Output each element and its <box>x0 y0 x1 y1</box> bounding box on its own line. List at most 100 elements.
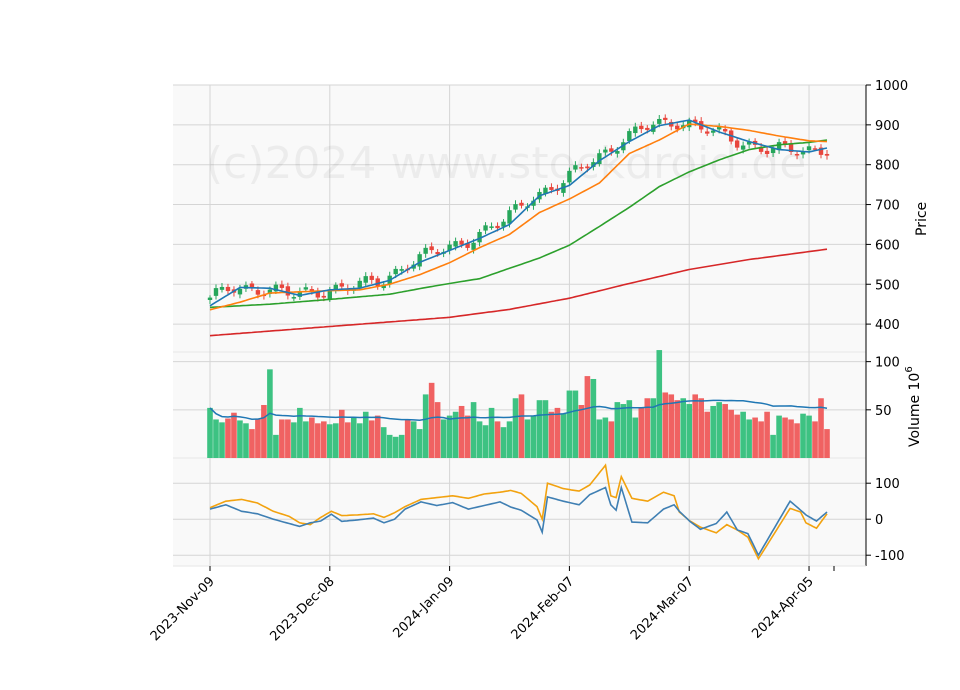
price-tick-label: 600 <box>875 238 900 253</box>
volume-bar <box>668 394 675 458</box>
ma4-line <box>209 248 828 337</box>
volume-bar <box>261 405 267 458</box>
volume-tick-label: 50 <box>875 404 892 419</box>
volume-bar <box>506 421 513 458</box>
volume-bar <box>327 424 333 458</box>
volume-bar <box>686 404 693 458</box>
candle-body <box>734 140 740 148</box>
watermark: (c)2024 www.stockdroid.de <box>206 138 806 189</box>
candle-body <box>447 244 452 251</box>
volume-bar <box>626 400 633 458</box>
candle-body <box>770 148 776 154</box>
x-tick-label: 2024-Mar-07 <box>628 574 697 643</box>
candle-body <box>225 286 231 292</box>
volume-bar <box>518 394 525 458</box>
indicator-panel-bg <box>173 458 866 566</box>
volume-bar <box>572 390 579 458</box>
candle-body <box>303 287 309 290</box>
ma3-line <box>209 139 828 309</box>
moving-average-lines <box>209 119 828 337</box>
candle-body <box>567 170 572 183</box>
volume-bar <box>213 419 219 458</box>
volume-bar <box>596 419 603 458</box>
volume-bar <box>764 411 770 458</box>
x-tick-label: 2024-Apr-05 <box>749 574 816 641</box>
volume-bar <box>680 398 687 458</box>
candle-body <box>435 251 440 255</box>
candle-body <box>603 149 608 153</box>
volume-axis-label: Volume 106 <box>904 366 923 447</box>
candle-body <box>645 127 650 130</box>
candle-body <box>591 162 596 167</box>
volume-bar <box>770 434 776 458</box>
volume-bar <box>752 417 758 458</box>
candle-body <box>746 141 752 145</box>
candle-body <box>615 151 620 154</box>
volume-bar <box>291 422 297 458</box>
volume-bar <box>698 398 705 458</box>
candle-body <box>609 148 614 152</box>
candle-body <box>782 141 788 145</box>
volume-ma-line <box>209 399 828 421</box>
candle-body <box>579 167 584 169</box>
volume-bar <box>782 417 788 458</box>
volume-tick-label: 100 <box>875 356 900 371</box>
volume-bar <box>674 400 681 458</box>
candle-body <box>399 269 404 271</box>
volume-bar <box>374 415 381 458</box>
x-tick-label: 2023-Dec-08 <box>268 574 338 644</box>
volume-bar <box>332 423 339 458</box>
volume-bar <box>776 415 782 458</box>
candle-body <box>339 283 344 287</box>
candle-body <box>315 290 321 298</box>
volume-bar <box>380 427 387 458</box>
candle-body <box>788 143 794 153</box>
candle-body <box>585 166 590 169</box>
volume-bar <box>279 419 285 458</box>
candle-body <box>483 225 488 231</box>
candle-body <box>297 291 303 297</box>
volume-bar <box>321 421 327 458</box>
candle-body <box>453 241 458 247</box>
volume-bar <box>740 411 746 458</box>
volume-bar <box>710 405 716 458</box>
volume-bar <box>542 400 549 458</box>
volume-bar <box>464 415 471 458</box>
volume-bar <box>398 434 405 458</box>
candle-body <box>459 240 464 245</box>
candlesticks <box>207 114 830 304</box>
volume-bar <box>255 418 261 458</box>
x-tick-label: 2023-Nov-09 <box>148 574 218 644</box>
candle-body <box>812 148 818 150</box>
candle-body <box>627 131 632 142</box>
volume-bar <box>440 419 447 458</box>
candle-body <box>513 204 518 210</box>
candle-body <box>207 297 213 300</box>
volume-bar <box>704 411 710 458</box>
volume-axis-label-text: Volume 10 <box>907 373 923 447</box>
candle-body <box>716 127 722 130</box>
volume-bar <box>434 402 441 458</box>
candle-body <box>824 153 830 156</box>
candle-body <box>309 289 315 292</box>
volume-bar <box>368 420 375 458</box>
candle-body <box>249 283 255 289</box>
candle-body <box>794 154 800 156</box>
candle-body <box>764 150 770 155</box>
volume-bar <box>524 419 531 458</box>
candle-body <box>369 275 374 280</box>
volume-bar <box>620 404 627 458</box>
volume-bar <box>297 407 303 458</box>
volume-bar <box>273 434 279 458</box>
candle-body <box>321 295 327 298</box>
volume-bar <box>614 402 621 458</box>
volume-bar <box>590 378 597 458</box>
candle-body <box>417 254 422 267</box>
volume-bar <box>722 404 728 458</box>
volume-bar <box>476 421 483 458</box>
indicator-tick-label: 100 <box>875 477 900 492</box>
price-axis-label: Price <box>914 202 930 236</box>
volume-bar <box>338 409 345 458</box>
volume-bar <box>632 417 639 458</box>
